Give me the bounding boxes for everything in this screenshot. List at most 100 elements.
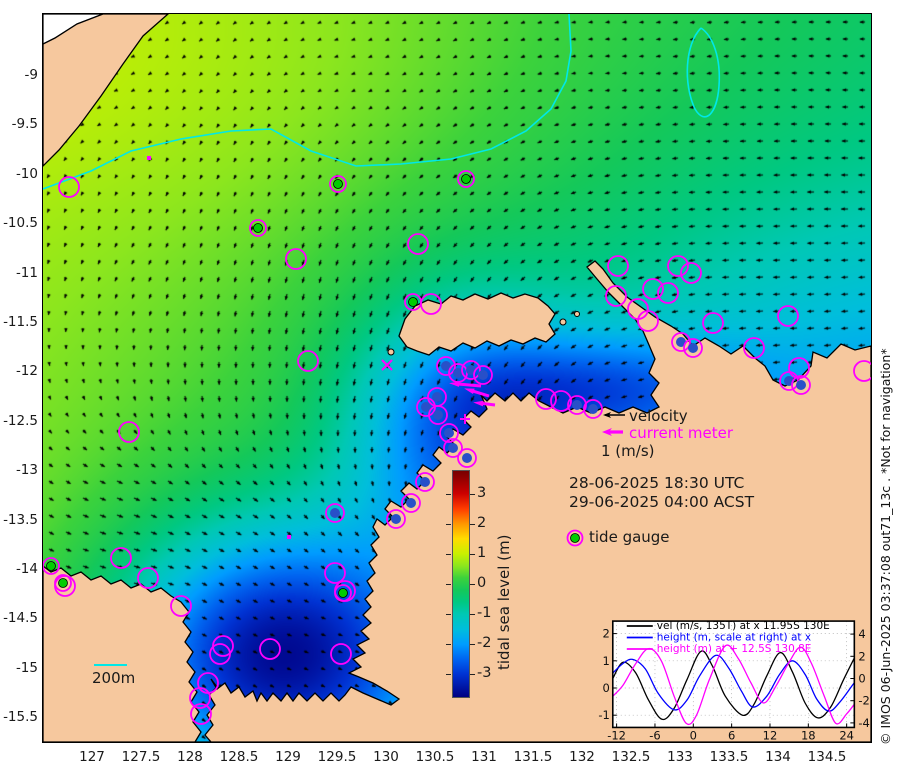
mooring-ring [457, 448, 477, 468]
tide-gauge-ring [43, 557, 60, 575]
lon-tick-label: 132 [569, 749, 595, 765]
mooring-dot [796, 380, 806, 390]
lat-tick-label: -15.5 [3, 709, 38, 726]
tide-gauge-ring [54, 574, 72, 592]
tide-gauge-legend-label: tide gauge [589, 528, 670, 546]
colorbar-tick-label: -3 [477, 665, 492, 682]
colorbar-tick-label: 0 [477, 575, 487, 591]
colorbar-tick-label: -1 [477, 605, 492, 622]
colorbar-tick-mark [446, 584, 451, 585]
station-x-marker [381, 359, 393, 371]
mooring-dot [420, 477, 430, 487]
colorbar-tick-mark [446, 493, 451, 495]
lon-tick-label: 132.5 [611, 749, 651, 765]
map-area: velocity current meter 1 (m/s) 28-06-202… [42, 13, 872, 743]
mooring-dot [433, 410, 443, 420]
tide-gauge-icon [566, 529, 584, 547]
current-meter-marker [702, 312, 724, 334]
inset-x-tick-label: -6 [649, 728, 660, 742]
lat-tick-label: -11.5 [3, 314, 38, 330]
colorbar-tick-label: 1 [477, 544, 487, 561]
inset-y-right-tick-label: 0 [858, 672, 865, 686]
lon-tick-label: 129.5 [317, 749, 357, 765]
mooring-ring [671, 332, 691, 352]
colorbar-tick-mark [470, 523, 475, 525]
timestamp-utc: 28-06-2025 18:30 UTC [569, 474, 745, 492]
colorbar-tick-label: 2 [477, 514, 487, 531]
land-timor [43, 14, 169, 167]
current-meter-marker [642, 278, 664, 300]
lon-tick-label: 133.5 [709, 749, 749, 765]
mooring-dot [444, 428, 454, 438]
mooring-ring [461, 360, 481, 380]
inset-plot-frame [611, 620, 856, 729]
lon-tick-label: 134.5 [807, 749, 847, 765]
lat-tick-label: -12 [15, 363, 38, 380]
timestamp-acst: 29-06-2025 04:00 ACST [569, 493, 755, 511]
current-meter-marker [777, 305, 799, 327]
mooring-ring [428, 405, 448, 425]
contour-key-label: 200m [92, 669, 136, 687]
mooring-dot [478, 370, 488, 380]
current-meter-legend-label: current meter [629, 424, 733, 442]
lat-tick-label: -9 [24, 67, 38, 83]
lat-tick-label: -12.5 [3, 412, 38, 429]
tide-gauge-ring [334, 584, 352, 602]
inset-y-left-tick-label: 2 [602, 627, 609, 641]
mooring-dot [421, 402, 431, 412]
inset-legend-label: height (m, scale at right) at x [657, 632, 811, 644]
lon-tick-label: 128 [177, 749, 203, 765]
tide-gauge-dot [253, 223, 263, 233]
tide-gauge-dot [46, 561, 56, 571]
colorbar-tick-mark [446, 523, 451, 525]
inset-x-tick-label: -12 [607, 728, 626, 742]
current-meter-marker [607, 255, 629, 277]
inset-x-tick-label: 6 [728, 728, 735, 742]
current-meter-marker [330, 643, 352, 665]
current-meter-marker [324, 562, 346, 584]
mooring-ring [386, 509, 406, 529]
current-meter-dot [287, 535, 291, 539]
mooring-dot [432, 392, 442, 402]
mooring-dot [676, 337, 686, 347]
colorbar-tick-mark [470, 584, 475, 585]
lon-tick-label: 131.5 [513, 749, 553, 765]
instrument-markers [43, 156, 871, 725]
lat-tick-label: -10.5 [3, 215, 38, 232]
current-meter-marker [535, 388, 557, 410]
inset-x-tick-label: 24 [839, 728, 854, 742]
current-meter-marker [118, 421, 140, 443]
lat-tick-label: -11 [15, 264, 38, 281]
mooring-dot [453, 368, 463, 378]
colorbar-tick-mark [470, 493, 475, 495]
mooring-dot [688, 343, 698, 353]
tide-gauge-dot [338, 588, 348, 598]
current-meter-marker [550, 390, 572, 412]
current-meter-marker [189, 687, 211, 709]
current-meter-marker [137, 567, 159, 589]
islets [387, 311, 580, 356]
mooring-dot [330, 508, 340, 518]
mooring-dot [441, 361, 451, 371]
inset-y-right-tick-label: -2 [858, 694, 869, 708]
colorbar-tick-mark [446, 644, 451, 646]
inset-series-vel [612, 650, 855, 721]
tide-gauge-dot [408, 297, 418, 307]
inset-x-tick-label: 12 [763, 728, 778, 742]
colorbar-tick-label: 3 [477, 484, 487, 501]
velocity-legend-label: velocity [629, 407, 688, 425]
current-meter-marker [58, 176, 80, 198]
current-meter-marker [209, 643, 231, 665]
inset-timeseries-chart: -12 -6 0 6 12 18 24 2 1 0 -1 4 2 0 -2 -4 vel (m/s, 135T)… [598, 620, 869, 742]
inset-y-left-tick-label: -1 [598, 708, 609, 722]
colorbar-tick-label: -2 [477, 635, 492, 652]
lat-tick-label: -14.5 [3, 610, 38, 627]
mooring-ring [443, 438, 463, 458]
lon-tick-label: 130.5 [415, 749, 455, 765]
mooring-ring [439, 423, 459, 443]
lon-tick-label: 127.5 [121, 749, 161, 765]
current-meter-marker [259, 638, 281, 660]
mooring-ring [415, 472, 435, 492]
mooring-dot [572, 400, 582, 410]
